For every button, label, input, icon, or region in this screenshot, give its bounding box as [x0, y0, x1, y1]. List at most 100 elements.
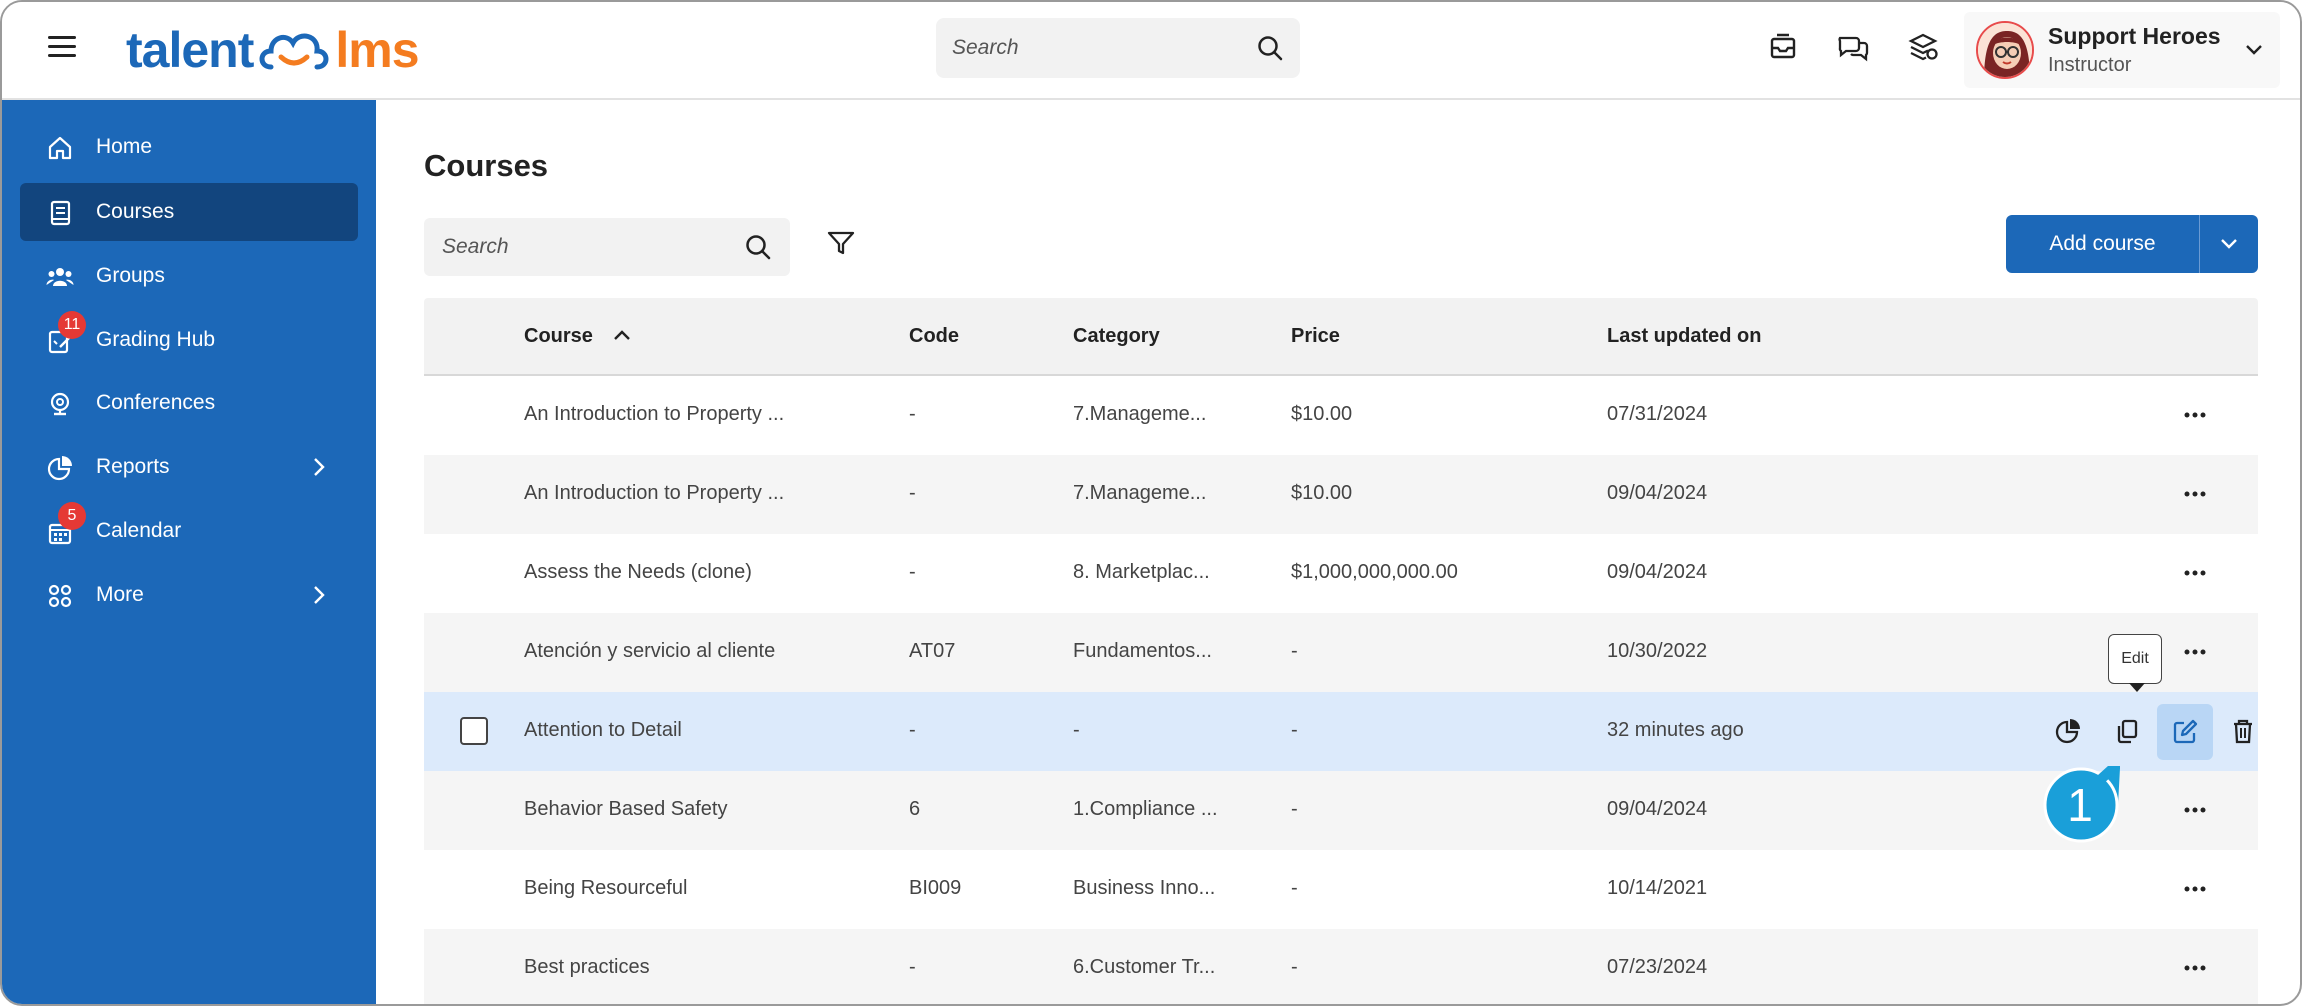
- grading-hub-badge: 11: [58, 311, 86, 339]
- sidebar-item-reports[interactable]: Reports: [20, 438, 358, 496]
- filter-icon[interactable]: [824, 226, 858, 260]
- calendar-badge: 5: [58, 502, 86, 530]
- talentlms-logo[interactable]: talent lms: [126, 20, 420, 80]
- more-options-icon[interactable]: [2180, 874, 2210, 904]
- table-row-selected[interactable]: Attention to Detail - - - 32 minutes ago: [424, 692, 2258, 771]
- step-callout-number: 1: [2067, 779, 2093, 831]
- grid-icon: [48, 584, 72, 608]
- user-role: Instructor: [2048, 54, 2132, 76]
- user-menu[interactable]: Support Heroes Instructor: [1964, 12, 2280, 88]
- delete-action-button[interactable]: [2222, 710, 2264, 752]
- more-options-icon[interactable]: [2180, 953, 2210, 983]
- add-course-split-button: Add course: [2006, 215, 2258, 273]
- table-body: An Introduction to Property ... - 7.Mana…: [424, 376, 2258, 1004]
- sidebar-item-calendar[interactable]: 5 Calendar: [20, 502, 358, 560]
- course-updated: 10/14/2021: [1607, 877, 1708, 899]
- course-name[interactable]: Attention to Detail: [524, 719, 682, 741]
- course-name[interactable]: Assess the Needs (clone): [524, 561, 752, 583]
- clone-action-button[interactable]: [2106, 710, 2148, 752]
- pie-chart-icon: [47, 456, 72, 481]
- sidebar-item-courses[interactable]: Courses: [20, 183, 358, 241]
- sidebar-item-more[interactable]: More: [20, 566, 358, 624]
- course-name[interactable]: An Introduction to Property ...: [524, 403, 785, 425]
- course-name[interactable]: Behavior Based Safety: [524, 798, 728, 820]
- more-options-icon[interactable]: [2180, 558, 2210, 588]
- webcam-icon: [50, 392, 70, 416]
- sidebar-item-label: More: [96, 583, 144, 606]
- course-updated: 32 minutes ago: [1607, 719, 1744, 741]
- more-options-icon[interactable]: [2180, 479, 2210, 509]
- table-row[interactable]: Behavior Based Safety 6 1.Compliance ...…: [424, 771, 2258, 850]
- edit-pencil-icon: [2173, 719, 2198, 744]
- user-name: Support Heroes: [2048, 23, 2221, 49]
- logo-text-right: lms: [335, 22, 419, 78]
- course-code: -: [909, 482, 916, 504]
- column-header-course[interactable]: Course: [524, 325, 632, 348]
- column-header-price[interactable]: Price: [1291, 325, 1340, 347]
- course-code: -: [909, 719, 916, 741]
- add-course-dropdown-button[interactable]: [2200, 215, 2258, 273]
- discussions-icon[interactable]: [1836, 30, 1870, 64]
- course-name[interactable]: An Introduction to Property ...: [524, 482, 785, 504]
- home-icon: [48, 136, 72, 160]
- global-search-input[interactable]: [952, 36, 1256, 60]
- table-header: Course Code Category Price Last updated …: [424, 298, 2258, 376]
- sidebar-item-grading-hub[interactable]: 11 Grading Hub: [20, 311, 358, 369]
- search-icon[interactable]: [1256, 34, 1284, 62]
- sidebar-item-home[interactable]: Home: [20, 118, 358, 176]
- hamburger-menu-icon[interactable]: [48, 36, 76, 60]
- sort-ascending-icon: [614, 330, 631, 340]
- row-checkbox[interactable]: [460, 717, 488, 745]
- course-category: 8. Marketplac...: [1073, 561, 1210, 583]
- layers-settings-icon[interactable]: [1906, 30, 1940, 64]
- course-price: $1,000,000,000.00: [1291, 561, 1458, 583]
- column-header-last-updated[interactable]: Last updated on: [1607, 325, 1762, 347]
- trash-icon: [2234, 719, 2252, 744]
- column-header-code[interactable]: Code: [909, 325, 959, 347]
- cloud-logo-icon: [259, 33, 329, 70]
- page-title: Courses: [424, 148, 549, 183]
- logo-text-left: talent: [126, 22, 254, 78]
- course-price: -: [1291, 640, 1298, 662]
- edit-action-button[interactable]: [2157, 704, 2213, 760]
- more-options-icon[interactable]: [2180, 637, 2210, 667]
- reports-action-button[interactable]: [2048, 710, 2090, 752]
- course-updated: 09/04/2024: [1607, 482, 1708, 504]
- inbox-icon[interactable]: [1766, 30, 1800, 64]
- sidebar-item-label: Groups: [96, 264, 165, 287]
- course-price: -: [1291, 956, 1298, 978]
- more-options-icon[interactable]: [2180, 400, 2210, 430]
- course-search-input[interactable]: [442, 235, 744, 259]
- copy-icon: [2117, 719, 2138, 744]
- sidebar-item-groups[interactable]: Groups: [20, 247, 358, 305]
- table-row[interactable]: Best practices - 6.Customer Tr... - 07/2…: [424, 929, 2258, 1004]
- course-name[interactable]: Atención y servicio al cliente: [524, 640, 776, 662]
- table-row[interactable]: An Introduction to Property ... - 7.Mana…: [424, 376, 2258, 455]
- table-row[interactable]: An Introduction to Property ... - 7.Mana…: [424, 455, 2258, 534]
- add-course-button[interactable]: Add course: [2006, 215, 2200, 273]
- chevron-right-icon: [314, 458, 325, 476]
- column-header-category[interactable]: Category: [1073, 325, 1160, 347]
- sidebar-item-label: Home: [96, 135, 153, 158]
- table-row[interactable]: Assess the Needs (clone) - 8. Marketplac…: [424, 534, 2258, 613]
- chevron-down-icon: [2221, 239, 2237, 249]
- course-code: BI009: [909, 877, 962, 899]
- search-icon[interactable]: [744, 233, 772, 261]
- sidebar-item-label: Calendar: [96, 519, 182, 542]
- avatar: [1976, 21, 2034, 79]
- course-name[interactable]: Being Resourceful: [524, 877, 688, 899]
- table-row[interactable]: Atención y servicio al cliente AT07 Fund…: [424, 613, 2258, 692]
- chevron-down-icon[interactable]: [2242, 38, 2266, 62]
- course-search: [424, 218, 790, 276]
- course-updated: 07/31/2024: [1607, 403, 1708, 425]
- course-code: -: [909, 561, 916, 583]
- course-price: -: [1291, 719, 1298, 741]
- more-options-icon[interactable]: [2180, 795, 2210, 825]
- course-category: 6.Customer Tr...: [1073, 956, 1216, 978]
- course-name[interactable]: Best practices: [524, 956, 650, 978]
- table-row[interactable]: Being Resourceful BI009 Business Inno...…: [424, 850, 2258, 929]
- sidebar-item-conferences[interactable]: Conferences: [20, 374, 358, 432]
- course-category: Business Inno...: [1073, 877, 1216, 899]
- course-code: AT07: [909, 640, 956, 662]
